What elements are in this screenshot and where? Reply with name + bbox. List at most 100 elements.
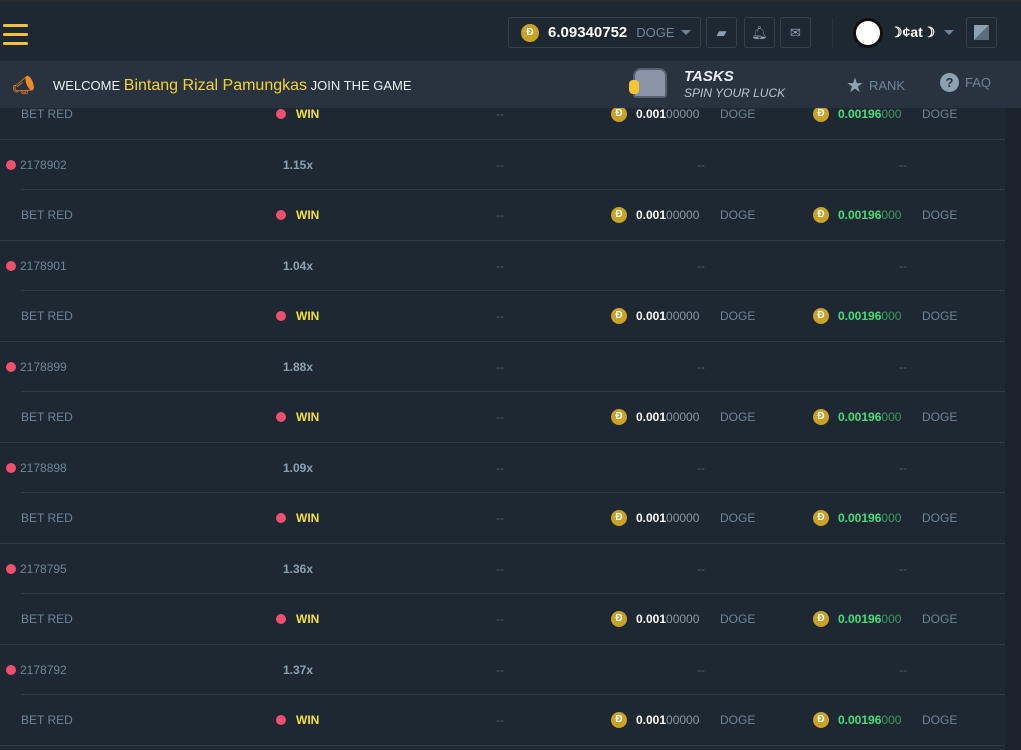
payout-rest: 000 — [881, 409, 902, 424]
join-label: JOIN THE GAME — [310, 78, 412, 93]
game-row[interactable]: 2178795 1.36x -- -- -- — [0, 544, 1021, 595]
bet-amount-main: 0.001 — [636, 611, 667, 626]
menu-icon[interactable] — [3, 24, 28, 48]
bet-result: WIN — [296, 207, 320, 222]
payout-main: 0.00196 — [838, 106, 882, 121]
username[interactable]: ☽¢at☽ — [890, 24, 936, 40]
payout-amount: 0.00196000 — [838, 612, 901, 626]
bet-label: BET RED — [21, 611, 73, 626]
dash-value: -- — [697, 561, 705, 576]
doge-coin-icon: Đ — [813, 408, 829, 425]
bet-row[interactable]: BET RED WIN -- Đ 0.00100000 DOGE Đ 0.001… — [0, 594, 1005, 645]
payout-main: 0.00196 — [838, 611, 882, 626]
payout-currency: DOGE — [922, 712, 958, 727]
welcome-text: WELCOME Bintang Rizal Pamungkas JOIN THE… — [53, 77, 412, 95]
payout-amount: 0.00196000 — [838, 309, 901, 323]
bet-amount-rest: 00000 — [666, 510, 700, 525]
bet-amount: 0.00100000 — [636, 511, 699, 525]
payout-rest: 000 — [881, 308, 902, 323]
bet-amount-main: 0.001 — [636, 510, 667, 525]
bet-row[interactable]: BET RED WIN -- Đ 0.00100000 DOGE Đ 0.001… — [0, 493, 1005, 544]
game-row[interactable]: 2178901 1.04x -- -- -- — [0, 241, 1021, 292]
red-dot-icon — [276, 411, 286, 422]
balance-selector[interactable]: Đ 6.09340752 DOGE — [508, 17, 701, 48]
welcome-label: WELCOME — [53, 78, 121, 93]
bet-result: WIN — [296, 510, 320, 525]
cashout-value: -- — [496, 409, 504, 424]
game-id[interactable]: 2178898 — [20, 460, 67, 475]
bet-row[interactable]: BET RED WIN -- Đ 0.00100000 DOGE Đ 0.001… — [0, 695, 1005, 746]
question-icon: ? — [940, 73, 959, 92]
dash-value: -- — [697, 662, 705, 677]
game-row[interactable]: 2178899 1.88x -- -- -- — [0, 342, 1021, 393]
game-row[interactable]: 2178898 1.09x -- -- -- — [0, 443, 1021, 494]
rank-link[interactable]: ★ RANK — [846, 73, 905, 98]
game-id[interactable]: 2178899 — [20, 359, 67, 374]
bet-amount: 0.00100000 — [636, 208, 699, 222]
notifications-button[interactable]: 🔔︎ — [744, 17, 775, 48]
scrollbar[interactable] — [1005, 108, 1021, 750]
crash-multiplier: 1.15x — [283, 157, 314, 172]
divider — [832, 18, 833, 48]
payout-amount: 0.00196000 — [838, 208, 901, 222]
bet-currency: DOGE — [720, 207, 756, 222]
bet-amount-rest: 00000 — [666, 308, 700, 323]
game-id[interactable]: 2178795 — [20, 561, 67, 576]
payout-currency: DOGE — [922, 409, 958, 424]
dash-value: -- — [496, 662, 504, 677]
tasks-link[interactable]: TASKS — [684, 68, 734, 85]
user-menu-chevron-icon[interactable] — [944, 30, 954, 35]
payout-main: 0.00196 — [838, 308, 882, 323]
game-row[interactable]: 2178902 1.15x -- -- -- — [0, 140, 1021, 191]
crash-multiplier: 1.04x — [283, 258, 314, 273]
chat-toggle-button[interactable] — [966, 17, 997, 48]
doge-coin-icon: Đ — [521, 23, 539, 42]
doge-coin-icon: Đ — [611, 307, 627, 324]
doge-coin-icon: Đ — [813, 610, 829, 627]
welcome-banner — [0, 61, 1021, 108]
dash-value: -- — [899, 460, 907, 475]
bet-row[interactable]: BET RED WIN -- Đ 0.00100000 DOGE Đ 0.001… — [0, 190, 1005, 241]
bet-currency: DOGE — [720, 106, 756, 121]
red-dot-icon — [6, 361, 16, 372]
bet-amount: 0.00100000 — [636, 107, 699, 121]
wallet-icon: ▰ — [716, 24, 727, 40]
bet-amount-main: 0.001 — [636, 207, 667, 222]
bet-label: BET RED — [21, 409, 73, 424]
payout-currency: DOGE — [922, 207, 958, 222]
faq-link[interactable]: ? FAQ — [940, 73, 991, 92]
bet-label: BET RED — [21, 106, 73, 121]
wallet-button[interactable]: ▰ — [706, 17, 737, 48]
treasure-chest-icon[interactable] — [629, 68, 667, 98]
avatar[interactable] — [853, 18, 883, 48]
bet-result: WIN — [296, 308, 320, 323]
cashout-value: -- — [496, 611, 504, 626]
red-dot-icon — [276, 714, 286, 725]
doge-coin-icon: Đ — [813, 307, 829, 324]
tasks-subtitle: SPIN YOUR LUCK — [684, 86, 786, 100]
red-dot-icon — [276, 209, 286, 220]
crash-multiplier: 1.88x — [283, 359, 314, 374]
red-dot-icon — [276, 613, 286, 624]
game-row[interactable]: 2178792 1.37x -- -- -- — [0, 645, 1021, 696]
bet-amount: 0.00100000 — [636, 713, 699, 727]
dash-value: -- — [899, 561, 907, 576]
red-dot-icon — [6, 664, 16, 675]
game-id[interactable]: 2178902 — [20, 157, 67, 172]
bell-icon: 🔔︎ — [751, 24, 768, 40]
red-dot-icon — [276, 310, 286, 321]
game-id[interactable]: 2178792 — [20, 662, 67, 677]
bet-row[interactable]: BET RED WIN -- Đ 0.00100000 DOGE Đ 0.001… — [0, 291, 1005, 342]
balance-amount: 6.09340752 — [548, 24, 628, 41]
bet-row[interactable]: BET RED WIN -- Đ 0.00100000 DOGE Đ 0.001… — [0, 392, 1005, 443]
messages-button[interactable]: ✉ — [780, 17, 811, 48]
game-id[interactable]: 2178901 — [20, 258, 67, 273]
history-list: BET RED WIN -- Đ 0.00100000 DOGE Đ 0.001… — [0, 89, 1021, 746]
payout-amount: 0.00196000 — [838, 107, 901, 121]
payout-rest: 000 — [881, 106, 902, 121]
doge-coin-icon: Đ — [611, 105, 627, 122]
doge-coin-icon: Đ — [813, 509, 829, 526]
red-dot-icon — [6, 159, 16, 170]
bet-amount: 0.00100000 — [636, 612, 699, 626]
bet-row[interactable]: BET RED WIN -- Đ 0.00100000 DOGE Đ 0.001… — [0, 89, 1005, 140]
